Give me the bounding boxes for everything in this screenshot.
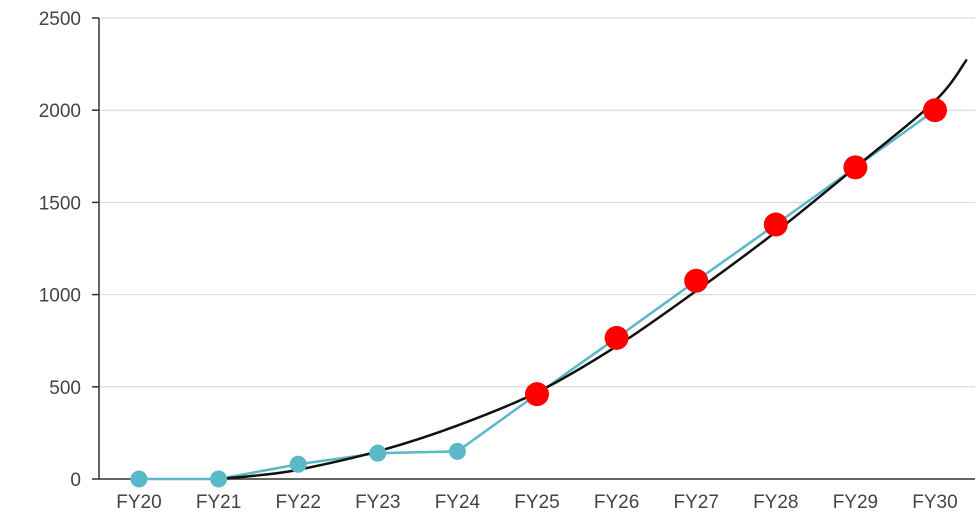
actual-point [130, 470, 148, 488]
y-tick-label: 0 [70, 470, 81, 491]
projected-point [763, 212, 788, 237]
x-tick-label: FY30 [912, 492, 957, 513]
x-tick-label: FY26 [594, 492, 639, 513]
projected-point [923, 98, 947, 123]
projected-point [604, 325, 629, 350]
y-tick-label: 500 [49, 378, 81, 399]
y-tick-label: 1000 [39, 286, 81, 307]
actual-point [210, 470, 228, 488]
x-tick-label: FY27 [673, 492, 718, 513]
y-axis: 0 500 1000 1500 2000 2500 [39, 9, 100, 491]
x-tick-label: FY23 [355, 492, 400, 513]
x-tick-label: FY24 [435, 492, 481, 513]
x-tick-label: FY29 [833, 492, 878, 513]
x-tick-label: FY22 [275, 492, 320, 513]
x-tick-label: FY25 [514, 492, 559, 513]
y-tick-label: 1500 [39, 193, 81, 214]
projected-point [843, 155, 868, 180]
series-group [130, 58, 968, 488]
x-tick-label: FY20 [116, 492, 161, 513]
gridlines [99, 17, 975, 388]
projected-point [525, 382, 549, 407]
projected-point [684, 268, 709, 293]
trend-line [218, 58, 968, 481]
actual-point [289, 455, 307, 473]
x-tick-label: FY28 [753, 492, 798, 513]
actual-point [448, 442, 466, 460]
x-tick-label: FY21 [196, 492, 241, 513]
actual-point [369, 444, 387, 462]
x-axis: FY20 FY21 FY22 FY23 FY24 FY25 FY26 FY27 FY28 FY29… [99, 478, 975, 513]
y-tick-label: 2500 [39, 9, 81, 30]
y-tick-label: 2000 [39, 101, 81, 122]
